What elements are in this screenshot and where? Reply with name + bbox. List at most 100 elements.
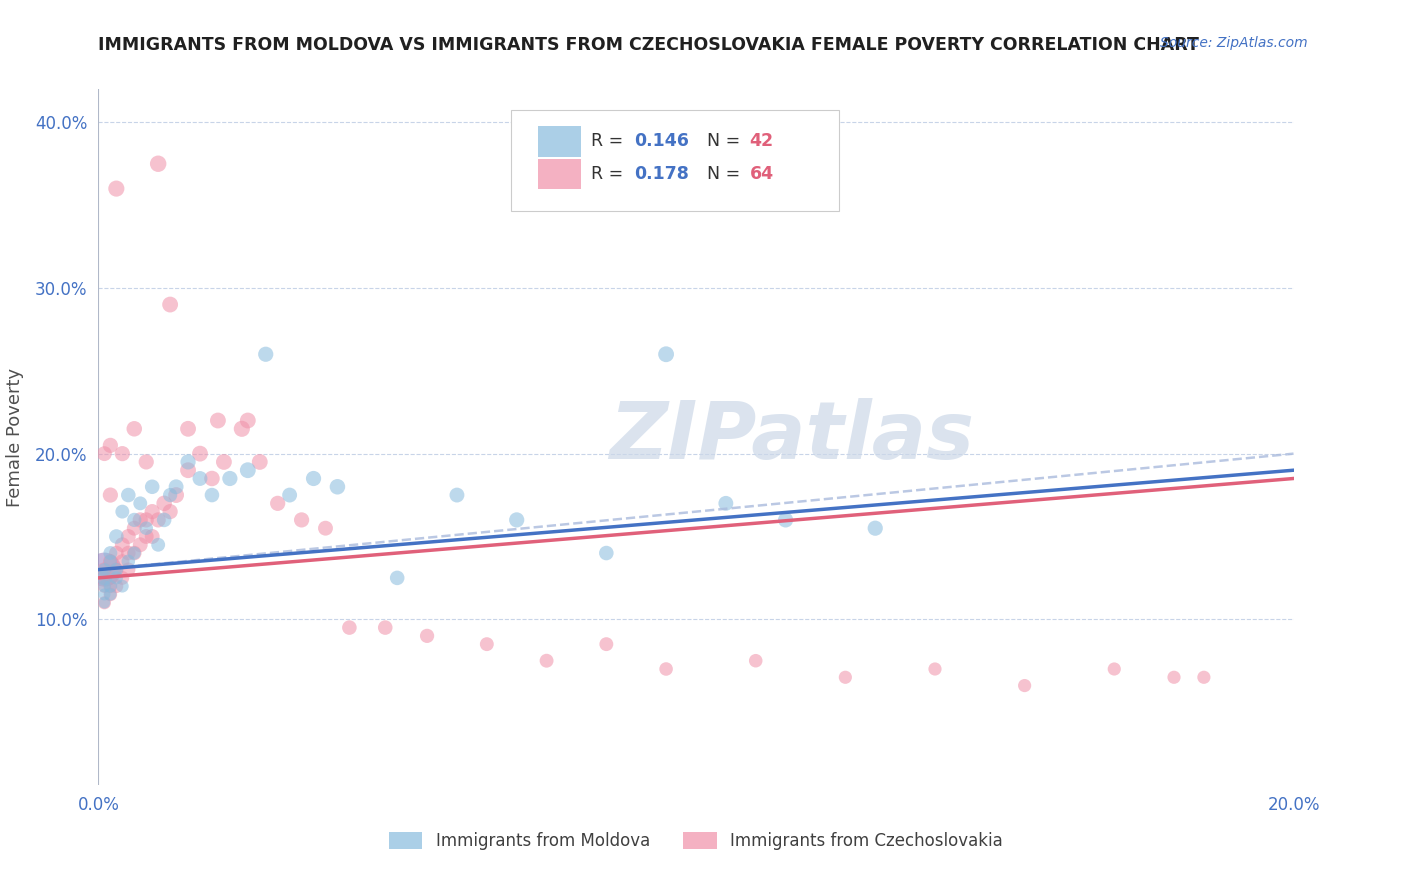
Point — [98, 571, 122, 585]
Point — [148, 538, 170, 552]
Point — [339, 621, 361, 635]
Point — [385, 571, 409, 585]
Point — [111, 505, 134, 519]
Point — [207, 413, 229, 427]
Point — [231, 422, 253, 436]
Point — [267, 496, 290, 510]
Point — [201, 488, 224, 502]
Point — [141, 480, 163, 494]
Point — [105, 579, 128, 593]
Point — [177, 463, 200, 477]
Point — [714, 496, 737, 510]
FancyBboxPatch shape — [510, 110, 839, 211]
Point — [93, 596, 115, 610]
Point — [93, 563, 115, 577]
Text: ZIPatlas: ZIPatlas — [609, 398, 974, 476]
Point — [153, 496, 176, 510]
Point — [159, 488, 181, 502]
Text: 64: 64 — [749, 165, 773, 183]
Point — [117, 554, 139, 568]
Point — [595, 546, 617, 560]
Text: 0.178: 0.178 — [634, 165, 689, 183]
Point — [374, 621, 396, 635]
Point — [105, 529, 128, 543]
Point — [655, 662, 678, 676]
Point — [249, 455, 271, 469]
Point — [141, 529, 163, 543]
Point — [98, 579, 122, 593]
Point — [124, 422, 146, 436]
Point — [111, 579, 134, 593]
Point — [159, 297, 181, 311]
Point — [148, 157, 170, 171]
Point — [135, 455, 157, 469]
Point — [834, 670, 856, 684]
Point — [236, 463, 259, 477]
Point — [236, 413, 259, 427]
FancyBboxPatch shape — [538, 126, 581, 157]
Point — [98, 554, 122, 568]
Point — [105, 571, 128, 585]
Point — [177, 455, 200, 469]
Text: Source: ZipAtlas.com: Source: ZipAtlas.com — [1160, 36, 1308, 50]
Point — [129, 538, 152, 552]
Point — [93, 587, 115, 601]
Legend: Immigrants from Moldova, Immigrants from Czechoslovakia: Immigrants from Moldova, Immigrants from… — [382, 825, 1010, 856]
Point — [1104, 662, 1126, 676]
Point — [135, 529, 157, 543]
Y-axis label: Female Poverty: Female Poverty — [6, 368, 24, 507]
Text: 42: 42 — [749, 132, 773, 151]
Point — [188, 447, 211, 461]
Point — [135, 521, 157, 535]
Point — [475, 637, 498, 651]
Point — [111, 447, 134, 461]
Point — [159, 505, 181, 519]
Point — [117, 546, 139, 560]
Point — [1163, 670, 1185, 684]
Point — [506, 513, 529, 527]
Point — [98, 546, 122, 560]
Text: 0.146: 0.146 — [634, 132, 689, 151]
Point — [291, 513, 314, 527]
Point — [105, 563, 128, 577]
Point — [124, 521, 146, 535]
Point — [105, 546, 128, 560]
Text: IMMIGRANTS FROM MOLDOVA VS IMMIGRANTS FROM CZECHOSLOVAKIA FEMALE POVERTY CORRELA: IMMIGRANTS FROM MOLDOVA VS IMMIGRANTS FR… — [98, 36, 1199, 54]
Point — [865, 521, 887, 535]
Text: R =: R = — [591, 165, 628, 183]
Point — [93, 447, 115, 461]
Point — [98, 438, 122, 452]
Point — [315, 521, 337, 535]
Point — [129, 513, 152, 527]
Point — [93, 596, 115, 610]
Point — [254, 347, 277, 361]
Point — [212, 455, 235, 469]
Point — [1014, 679, 1036, 693]
Point — [165, 488, 187, 502]
Point — [141, 505, 163, 519]
Point — [655, 347, 678, 361]
Point — [117, 529, 139, 543]
Point — [201, 471, 224, 485]
Text: R =: R = — [591, 132, 628, 151]
Point — [595, 637, 617, 651]
Point — [111, 538, 134, 552]
FancyBboxPatch shape — [538, 159, 581, 189]
Point — [1192, 670, 1215, 684]
Point — [98, 554, 122, 568]
Point — [93, 571, 115, 585]
Point — [278, 488, 301, 502]
Point — [111, 554, 134, 568]
Point — [775, 513, 797, 527]
Point — [98, 587, 122, 601]
Point — [135, 513, 157, 527]
Point — [153, 513, 176, 527]
Point — [188, 471, 211, 485]
Text: N =: N = — [696, 165, 745, 183]
Point — [93, 579, 115, 593]
Point — [416, 629, 439, 643]
Point — [124, 546, 146, 560]
Point — [165, 480, 187, 494]
Point — [745, 654, 768, 668]
Point — [117, 488, 139, 502]
